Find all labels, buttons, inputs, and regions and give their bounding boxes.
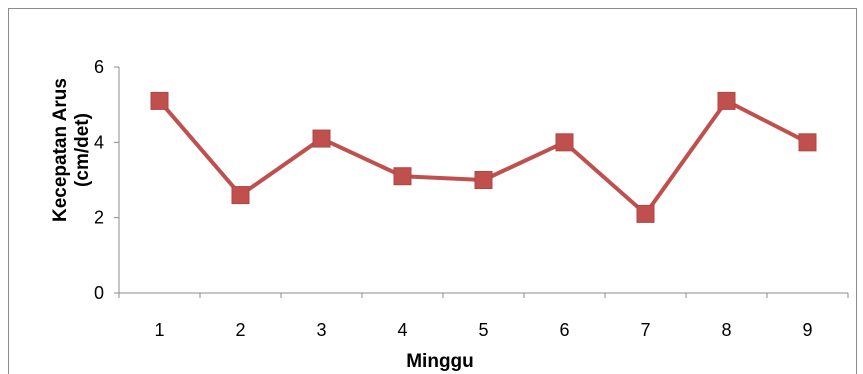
data-point-marker bbox=[393, 167, 412, 186]
y-tick-label: 4 bbox=[94, 132, 104, 152]
chart-frame bbox=[8, 8, 857, 374]
x-tick-label: 8 bbox=[721, 320, 731, 340]
x-axis-title: Minggu bbox=[406, 351, 474, 372]
data-point-marker bbox=[231, 186, 250, 205]
y-tick-label: 0 bbox=[94, 283, 104, 303]
y-axis-title: Kecepatan Arus (cm/det) bbox=[50, 78, 93, 222]
x-tick-label: 7 bbox=[640, 320, 650, 340]
chart-axes bbox=[118, 67, 848, 294]
y-axis-title-line1: Kecepatan Arus bbox=[50, 78, 71, 222]
data-point-marker bbox=[312, 129, 331, 148]
x-tick-label: 3 bbox=[316, 320, 326, 340]
data-point-marker bbox=[717, 91, 736, 110]
x-tick-label: 5 bbox=[478, 320, 488, 340]
x-tick-label: 1 bbox=[154, 320, 164, 340]
x-tick-label: 2 bbox=[235, 320, 245, 340]
data-point-marker bbox=[798, 133, 817, 152]
data-point-marker bbox=[474, 171, 493, 189]
data-point-marker bbox=[555, 133, 574, 152]
data-point-marker bbox=[636, 204, 655, 223]
x-tick-label: 6 bbox=[559, 320, 569, 340]
y-tick-label: 2 bbox=[94, 208, 104, 228]
x-tick-labels: 1 2 3 4 5 6 7 8 9 bbox=[118, 293, 849, 340]
y-tick-label: 6 bbox=[94, 57, 104, 77]
series-group bbox=[150, 91, 817, 223]
y-axis-title-line2: (cm/det) bbox=[72, 113, 93, 187]
y-tick-labels: 0 2 4 6 bbox=[94, 57, 119, 303]
x-tick-label: 9 bbox=[802, 320, 812, 340]
x-tick-label: 4 bbox=[397, 320, 407, 340]
series-line bbox=[157, 98, 809, 216]
data-point-marker bbox=[150, 91, 169, 110]
